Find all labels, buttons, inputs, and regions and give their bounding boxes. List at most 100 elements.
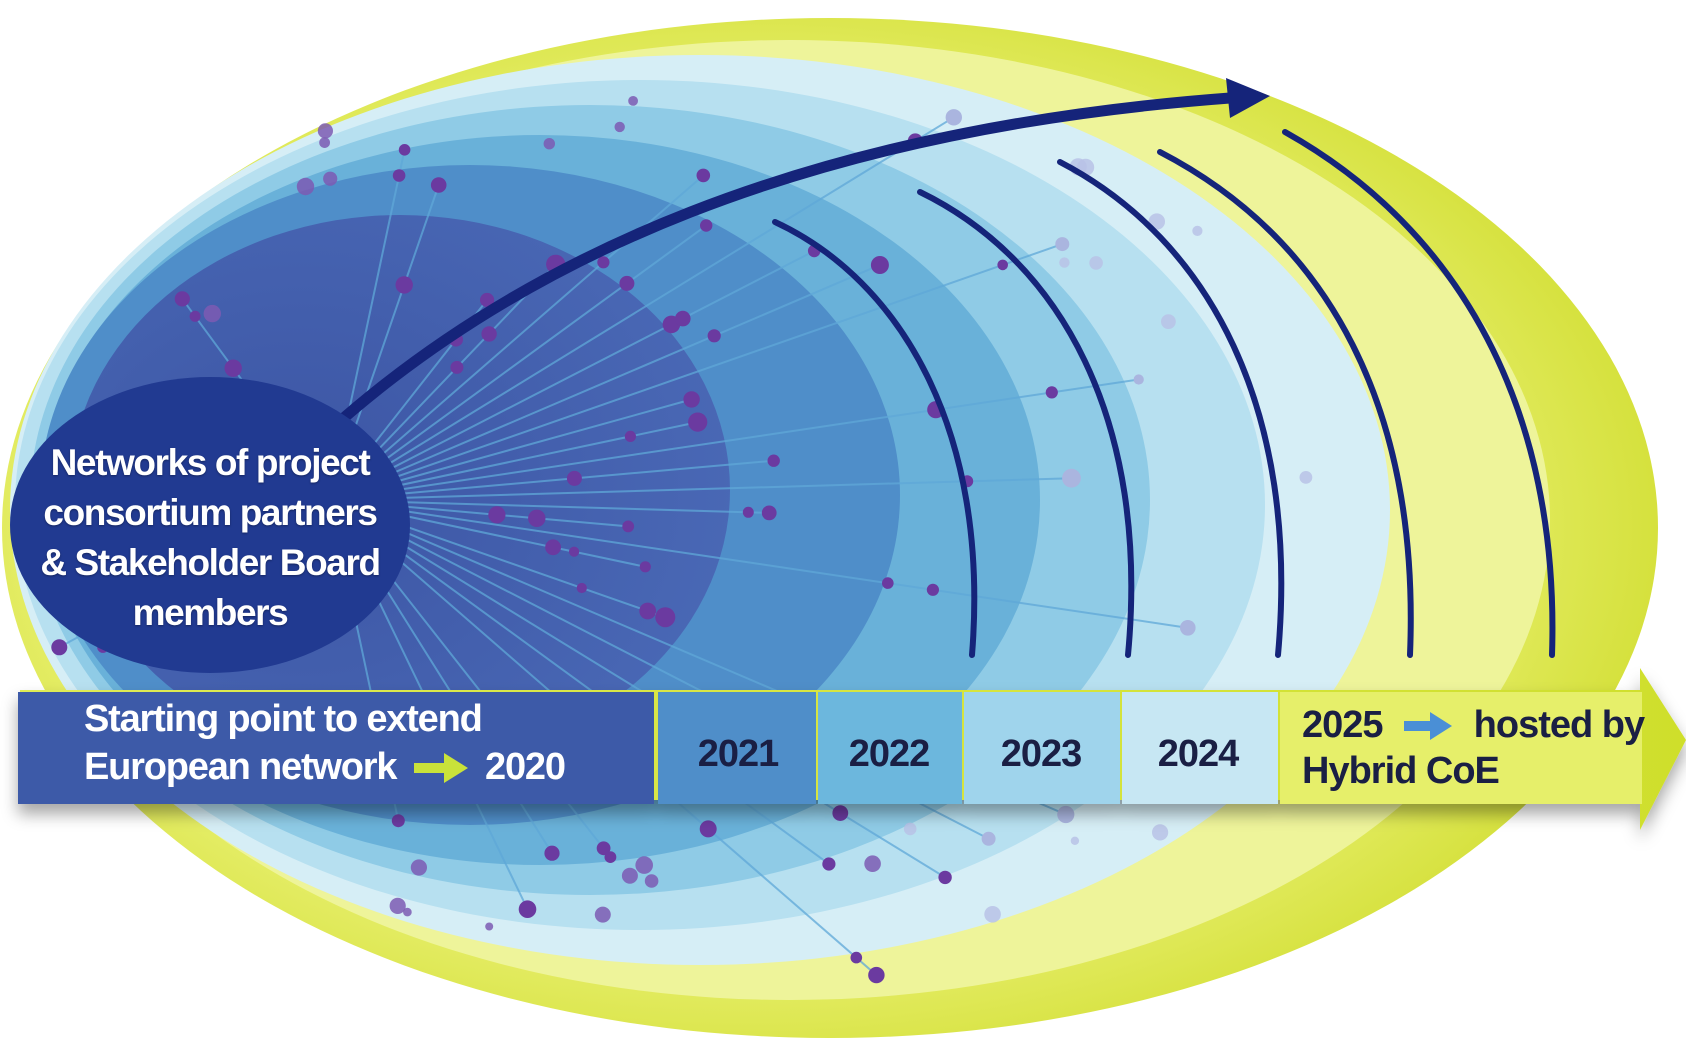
network-dot bbox=[767, 454, 780, 467]
network-dot bbox=[604, 851, 617, 863]
network-dot bbox=[981, 831, 996, 846]
network-dot bbox=[203, 304, 221, 323]
network-dot bbox=[485, 922, 494, 931]
network-dot bbox=[870, 256, 889, 274]
timeline-cell-2021 bbox=[658, 692, 816, 804]
network-dot bbox=[1299, 471, 1313, 484]
network-ray bbox=[329, 378, 1139, 501]
network-dot bbox=[480, 292, 495, 308]
network-dot bbox=[594, 906, 611, 923]
network-dot bbox=[481, 326, 497, 342]
network-dot bbox=[51, 639, 68, 656]
timeline-start-box bbox=[18, 692, 654, 804]
expansion-arc bbox=[1282, 129, 1556, 658]
network-dot bbox=[189, 310, 201, 322]
network-dot bbox=[742, 506, 754, 518]
network-dot bbox=[882, 577, 894, 589]
network-dot bbox=[403, 907, 412, 917]
expansion-arc bbox=[1157, 149, 1414, 658]
network-dot bbox=[635, 856, 653, 874]
network-dot bbox=[1062, 468, 1081, 488]
network-dot bbox=[926, 583, 940, 596]
network-dot bbox=[488, 506, 506, 524]
network-dot bbox=[945, 109, 962, 126]
network-ray bbox=[329, 477, 1072, 501]
network-ray bbox=[329, 243, 1063, 501]
network-dot bbox=[398, 144, 411, 156]
network-dot bbox=[850, 951, 863, 964]
network-dot bbox=[822, 857, 836, 871]
growth-arrow bbox=[324, 78, 1270, 436]
network-dot bbox=[1192, 225, 1203, 236]
network-dot bbox=[1152, 824, 1169, 841]
network-dot bbox=[1161, 314, 1176, 329]
network-dot bbox=[596, 841, 611, 856]
network-dot bbox=[392, 169, 406, 182]
network-dot bbox=[450, 360, 464, 374]
network-dot bbox=[696, 168, 711, 183]
timeline-cell-2022 bbox=[818, 692, 962, 804]
network-dot bbox=[224, 359, 242, 377]
timeline-cell-2025 bbox=[1280, 692, 1642, 804]
network-dot bbox=[566, 470, 582, 486]
network-dot bbox=[639, 602, 657, 620]
network-dot bbox=[543, 138, 555, 150]
network-dot bbox=[544, 845, 560, 861]
network-dot bbox=[997, 259, 1008, 271]
network-dot bbox=[1089, 256, 1103, 270]
network-dot bbox=[518, 900, 537, 918]
network-dot bbox=[174, 291, 190, 307]
network-dot bbox=[395, 276, 413, 294]
network-dot bbox=[323, 171, 338, 186]
center-node-line-2: consortium partners bbox=[43, 492, 378, 533]
network-dot bbox=[700, 219, 713, 232]
center-node-line-3: & Stakeholder Board bbox=[40, 542, 381, 583]
network-dot bbox=[317, 123, 333, 139]
expansion-arc bbox=[1057, 159, 1285, 658]
expansion-arcs bbox=[772, 129, 1556, 658]
center-node-line-4: members bbox=[132, 592, 289, 633]
network-dot bbox=[761, 505, 777, 521]
network-dot bbox=[688, 412, 708, 432]
network-dot bbox=[576, 582, 587, 594]
timeline-band bbox=[18, 668, 1686, 830]
network-dot bbox=[614, 121, 625, 133]
timeline-cell-2024 bbox=[1122, 692, 1278, 804]
network-ray bbox=[329, 499, 1188, 629]
expansion-arc bbox=[917, 189, 1135, 658]
network-dot bbox=[938, 870, 952, 885]
network-dot bbox=[1133, 374, 1144, 385]
network-dot bbox=[683, 391, 700, 408]
network-dot bbox=[296, 177, 315, 196]
network-dot bbox=[655, 607, 676, 628]
network-dot bbox=[391, 814, 405, 828]
network-dot bbox=[597, 256, 610, 269]
network-dot bbox=[1055, 237, 1070, 252]
network-dot bbox=[868, 966, 885, 984]
network-dot bbox=[545, 539, 561, 556]
network-dot bbox=[389, 897, 406, 915]
network-dot bbox=[903, 822, 917, 836]
network-dot bbox=[569, 546, 580, 557]
network-dot bbox=[707, 329, 721, 343]
network-ray bbox=[329, 224, 707, 501]
network-dot bbox=[832, 805, 849, 821]
network-ray bbox=[329, 264, 881, 501]
network-dot bbox=[984, 906, 1001, 923]
network-dot bbox=[1057, 805, 1075, 824]
network-dot bbox=[619, 275, 635, 291]
network-ray bbox=[329, 250, 815, 501]
network-dot bbox=[644, 874, 659, 888]
network-dot bbox=[1180, 620, 1196, 636]
network-dot bbox=[1059, 257, 1070, 268]
network-dot bbox=[675, 310, 691, 327]
network-dot bbox=[1070, 836, 1080, 845]
center-node-line-1: Networks of project bbox=[50, 442, 371, 483]
network-dot bbox=[628, 96, 638, 106]
center-node bbox=[10, 377, 410, 673]
network-dot bbox=[622, 520, 635, 533]
network-ray bbox=[329, 116, 955, 501]
network-dot bbox=[410, 859, 427, 876]
